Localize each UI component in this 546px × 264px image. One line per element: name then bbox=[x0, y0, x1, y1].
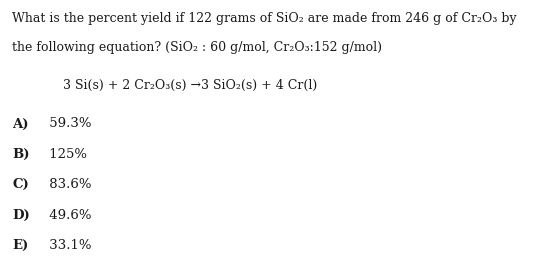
Text: 33.1%: 33.1% bbox=[45, 239, 91, 252]
Text: 49.6%: 49.6% bbox=[45, 209, 91, 221]
Text: 59.3%: 59.3% bbox=[45, 117, 91, 130]
Text: 125%: 125% bbox=[45, 148, 87, 161]
Text: A): A) bbox=[12, 117, 28, 130]
Text: What is the percent yield if 122 grams of SiO₂ are made from 246 g of Cr₂O₃ by: What is the percent yield if 122 grams o… bbox=[12, 12, 517, 25]
Text: C): C) bbox=[12, 178, 29, 191]
Text: 3 Si(s) + 2 Cr₂O₃(s) →3 SiO₂(s) + 4 Cr(l): 3 Si(s) + 2 Cr₂O₃(s) →3 SiO₂(s) + 4 Cr(l… bbox=[63, 79, 317, 92]
Text: B): B) bbox=[12, 148, 29, 161]
Text: E): E) bbox=[12, 239, 28, 252]
Text: D): D) bbox=[12, 209, 30, 221]
Text: the following equation? (SiO₂ : 60 g/mol, Cr₂O₃:152 g/mol): the following equation? (SiO₂ : 60 g/mol… bbox=[12, 41, 382, 54]
Text: 83.6%: 83.6% bbox=[45, 178, 91, 191]
